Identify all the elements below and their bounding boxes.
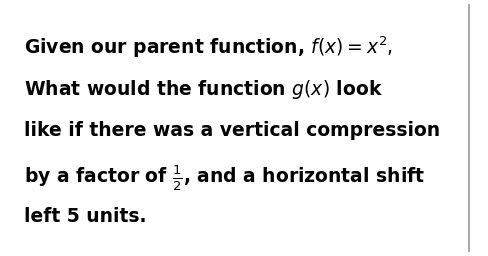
Text: What would the function $g(x)$ look: What would the function $g(x)$ look [23, 78, 382, 101]
Text: like if there was a vertical compression: like if there was a vertical compression [23, 121, 439, 140]
Text: left 5 units.: left 5 units. [23, 207, 146, 226]
Text: Given our parent function, $f(x) = x^{2},$: Given our parent function, $f(x) = x^{2}… [23, 35, 392, 60]
Text: by a factor of $\frac{1}{2}$, and a horizontal shift: by a factor of $\frac{1}{2}$, and a hori… [23, 164, 424, 193]
